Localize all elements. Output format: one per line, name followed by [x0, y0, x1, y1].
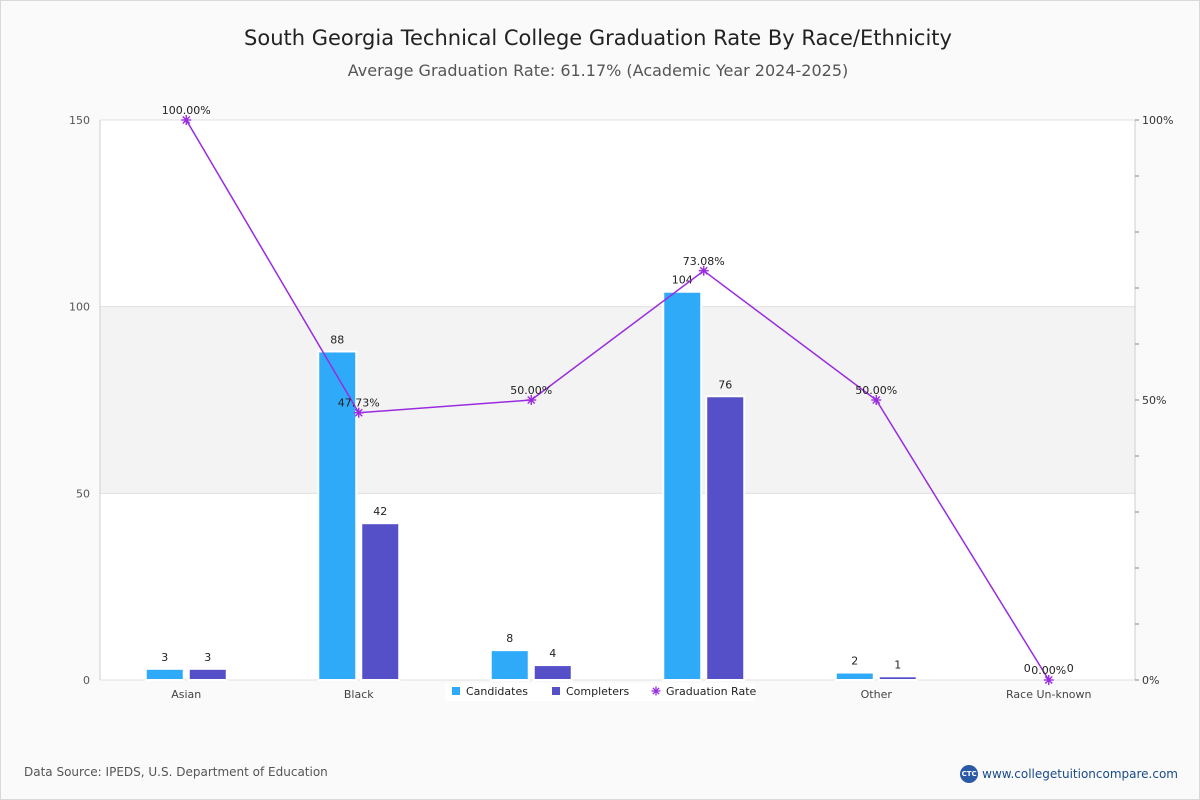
legend-label: Completers: [566, 685, 630, 698]
bar-value-label: 2: [851, 655, 858, 668]
chart-title: South Georgia Technical College Graduati…: [244, 26, 952, 50]
graduation-rate-point: [1043, 675, 1054, 685]
bar-candidates: [489, 649, 530, 682]
y-right-tick-label: 0%: [1142, 674, 1159, 687]
star-stroke: [699, 266, 708, 275]
bar-completers: [705, 395, 746, 681]
bar-value-label: 88: [330, 333, 344, 346]
brand-link[interactable]: CTC www.collegetuitioncompare.com: [960, 765, 1178, 783]
bar-value-label: 3: [204, 651, 211, 664]
bar-candidates: [317, 350, 358, 681]
y-left-tick-label: 50: [76, 487, 90, 500]
legend-swatch: [552, 687, 560, 695]
brand-url: www.collegetuitioncompare.com: [982, 767, 1178, 781]
graduation-rate-point: [871, 395, 882, 405]
graduation-rate-line: [185, 119, 1050, 681]
bar-value-label: 8: [506, 632, 513, 645]
bar-value-label: 3: [161, 651, 168, 664]
x-tick-label: Other: [861, 688, 893, 701]
bar-value-label: 104: [672, 274, 693, 287]
bar-candidates: [144, 667, 185, 681]
bar-value-label: 4: [549, 647, 556, 660]
bar-value-label: 1: [894, 658, 901, 671]
x-tick-label: Race Un-known: [1006, 688, 1092, 701]
bar-completers: [360, 522, 401, 682]
y-left-tick-label: 0: [83, 674, 90, 687]
plot-band: [100, 306, 1135, 494]
graduation-rate-point: [181, 115, 192, 125]
bar-completers: [877, 675, 918, 681]
legend-label: Graduation Rate: [666, 685, 757, 698]
star-stroke: [354, 408, 363, 417]
brand-logo-icon: CTC: [960, 765, 979, 783]
bar-completers: [532, 664, 573, 681]
star-stroke: [1044, 676, 1053, 684]
rate-value-label: 100.00%: [162, 104, 211, 117]
y-left-tick-label: 150: [69, 114, 90, 127]
star-stroke: [182, 116, 191, 124]
bar-candidates: [834, 671, 875, 681]
graduation-rate-point: [698, 265, 709, 276]
bar-completers: [187, 667, 228, 681]
x-tick-label: Black: [344, 688, 374, 701]
graduation-rate-point: [353, 407, 364, 418]
rate-value-label: 50.00%: [855, 384, 897, 397]
data-source: Data Source: IPEDS, U.S. Department of E…: [24, 765, 328, 779]
bar-value-label: 42: [373, 505, 387, 518]
y-left-tick-label: 100: [69, 301, 90, 314]
chart-subtitle: Average Graduation Rate: 61.17% (Academi…: [347, 61, 849, 80]
bar-value-label: 0: [1024, 662, 1031, 675]
bar-candidates: [662, 290, 703, 681]
legend-background: [445, 683, 755, 701]
legend-swatch: [452, 687, 460, 695]
bar-value-label: 76: [718, 378, 732, 391]
rate-value-label: 0.00%: [1031, 664, 1066, 677]
star-stroke: [872, 396, 881, 404]
rate-value-label: 50.00%: [510, 384, 552, 397]
legend: Candidates Completers Graduation Rate: [445, 683, 757, 701]
bar-value-label: 0: [1067, 662, 1074, 675]
y-right-tick-label: 50%: [1142, 394, 1166, 407]
star-stroke: [527, 396, 536, 404]
rate-value-label: 47.73%: [338, 397, 380, 410]
legend-star-stroke: [652, 687, 660, 695]
graduation-rate-point: [526, 395, 537, 405]
rate-value-label: 73.08%: [683, 255, 725, 268]
y-right-tick-label: 100%: [1142, 114, 1173, 127]
legend-label: Candidates: [466, 685, 528, 698]
x-tick-label: Asian: [171, 688, 201, 701]
